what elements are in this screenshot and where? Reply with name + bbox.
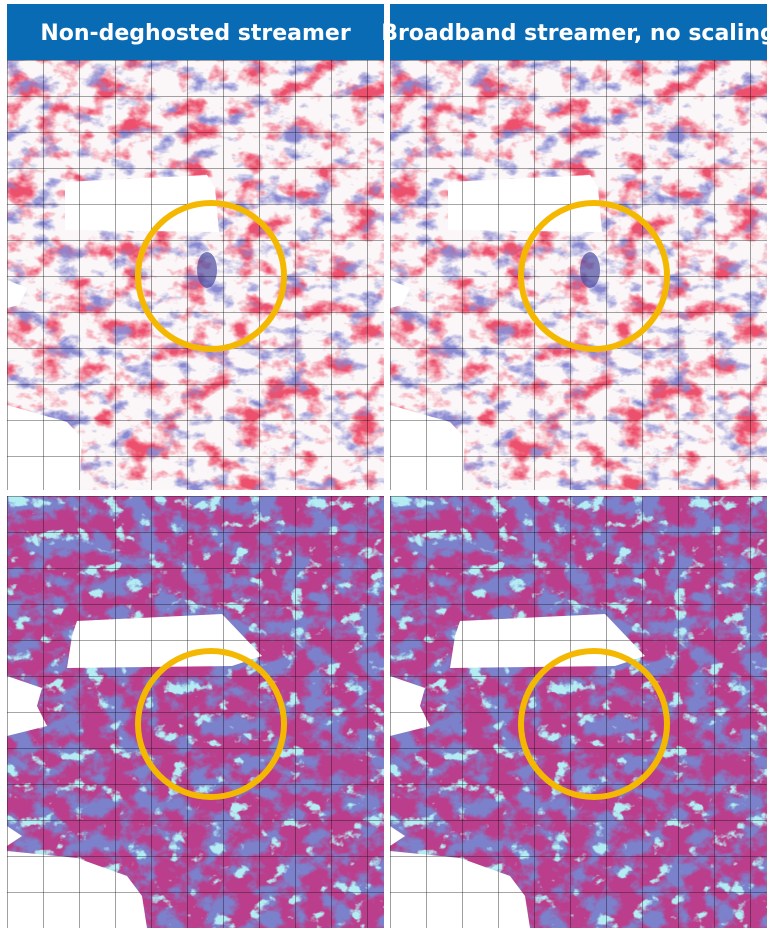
header-bar: [7, 4, 384, 60]
highlight-circle: [135, 200, 287, 352]
seismic-image: [390, 496, 767, 928]
highlight-circle: [518, 648, 670, 800]
grid: [390, 496, 767, 928]
grid: [7, 60, 384, 490]
header-title: Non-deghosted streamer: [40, 21, 351, 46]
grid: [390, 60, 767, 490]
highlight-circle: [518, 200, 670, 352]
seismic-image: [7, 496, 384, 928]
seismic-image: [7, 60, 384, 492]
grid: [7, 496, 384, 928]
header-bar: [390, 4, 767, 60]
highlight-circle: [135, 648, 287, 800]
header-title: Broadband streamer, no scaling: [381, 21, 773, 46]
seismic-image: [390, 60, 767, 492]
